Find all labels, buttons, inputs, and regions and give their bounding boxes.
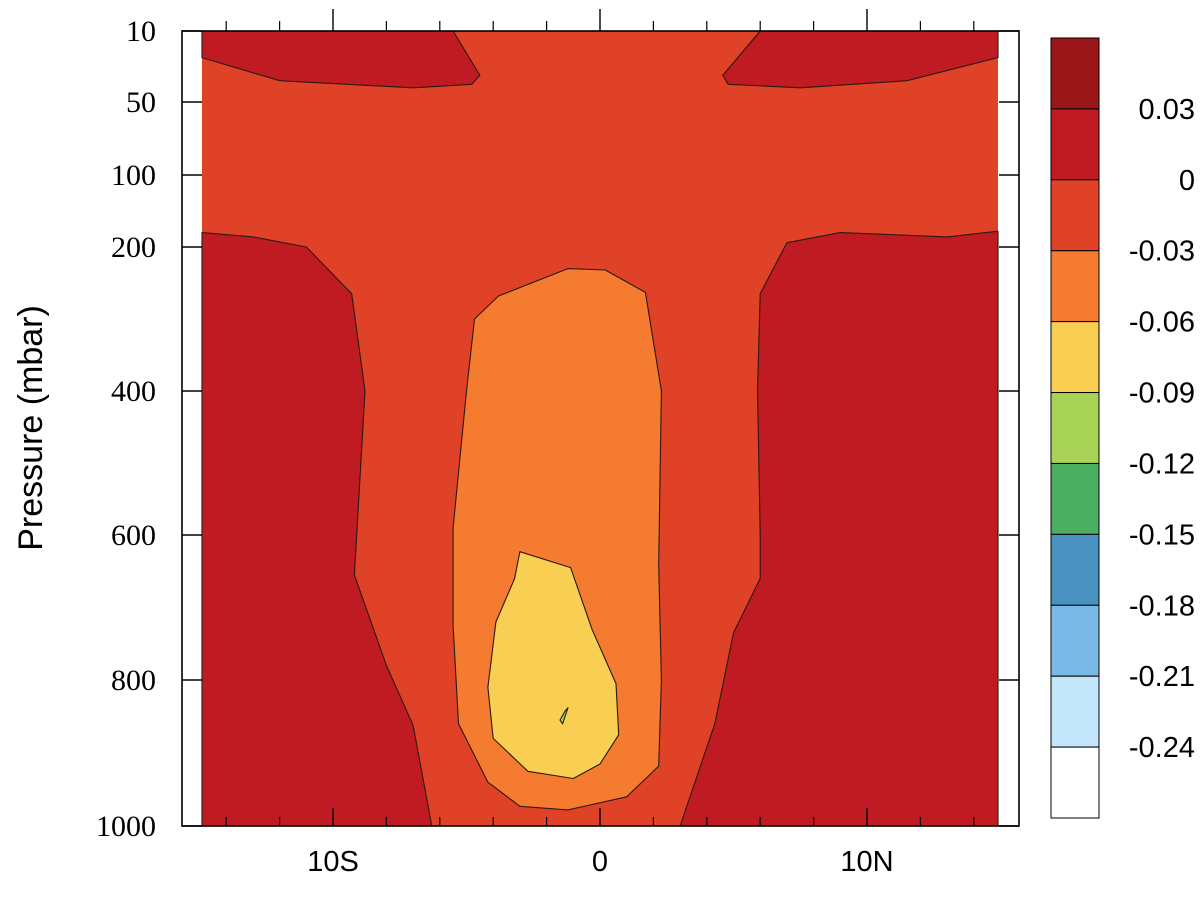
y-tick-label: 400 bbox=[111, 375, 156, 408]
colorbar-label: -0.21 bbox=[1129, 661, 1195, 693]
colorbar-box bbox=[1050, 746, 1100, 819]
colorbar-label: -0.15 bbox=[1129, 519, 1195, 551]
y-tick-label: 200 bbox=[111, 231, 156, 264]
colorbar-label: -0.03 bbox=[1129, 236, 1195, 268]
colorbar: 0.03 0 -0.03 -0.06 -0.09 -0.12 -0.15 -0.18 -0.21… bbox=[1050, 37, 1195, 819]
contour-region-1 bbox=[201, 30, 481, 89]
colorbar-label: 0.03 bbox=[1139, 94, 1195, 126]
colorbar-box bbox=[1050, 604, 1100, 677]
colorbar-box bbox=[1050, 321, 1100, 394]
y-tick-label: 100 bbox=[111, 159, 156, 192]
x-tick-label: 10S bbox=[307, 846, 359, 878]
x-tick-label: 0 bbox=[592, 846, 608, 878]
colorbar-box bbox=[1050, 179, 1100, 252]
colorbar-box bbox=[1050, 462, 1100, 535]
colorbar-label: 0 bbox=[1179, 165, 1195, 197]
colorbar-label: -0.24 bbox=[1129, 732, 1195, 764]
y-tick-label: 10 bbox=[126, 15, 156, 48]
contour-region-7 bbox=[559, 707, 569, 725]
y-tick-label: 800 bbox=[111, 664, 156, 697]
contour-region-2 bbox=[722, 30, 999, 89]
colorbar-label: -0.18 bbox=[1129, 590, 1195, 622]
y-axis-label: Pressure (mbar) bbox=[12, 305, 50, 551]
y-axis: 10 50 100 200 400 600 800 1000 bbox=[96, 15, 1019, 843]
colorbar-box bbox=[1050, 250, 1100, 323]
colorbar-box bbox=[1050, 533, 1100, 606]
y-tick-label: 1000 bbox=[96, 810, 156, 843]
x-tick-label: 10N bbox=[840, 846, 893, 878]
colorbar-box bbox=[1050, 675, 1100, 748]
contour-region-6 bbox=[487, 551, 620, 780]
y-tick-label: 50 bbox=[126, 86, 156, 119]
colorbar-box bbox=[1050, 392, 1100, 464]
colorbar-label: -0.09 bbox=[1129, 378, 1195, 410]
x-axis: 10S 0 10N bbox=[225, 9, 975, 878]
colorbar-box bbox=[1050, 108, 1100, 181]
y-tick-label: 600 bbox=[111, 519, 156, 552]
plot-regions bbox=[201, 30, 999, 827]
colorbar-label: -0.06 bbox=[1129, 307, 1195, 339]
colorbar-label: -0.12 bbox=[1129, 448, 1195, 480]
colorbar-box bbox=[1050, 37, 1100, 110]
